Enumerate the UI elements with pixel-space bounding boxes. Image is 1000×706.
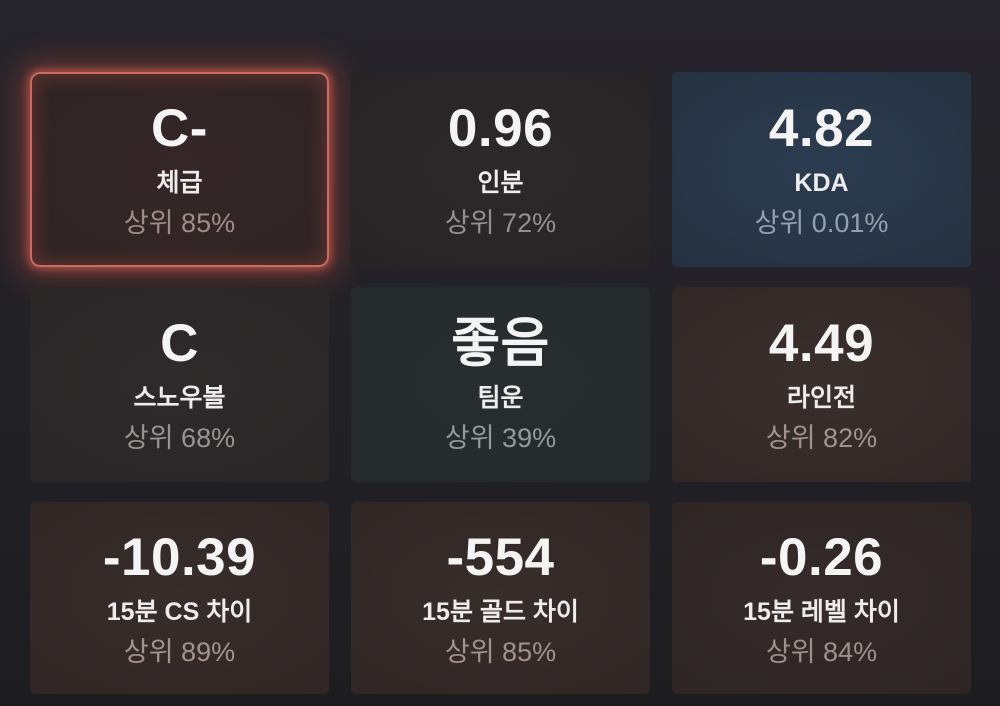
stat-value: C- (151, 99, 208, 158)
stat-percentile: 상위 89% (123, 636, 236, 667)
stat-label: 팀운 (477, 384, 524, 412)
stat-value: -554 (446, 527, 555, 587)
stat-label: 스노우볼 (133, 384, 226, 412)
stat-percentile: 상위 85% (444, 636, 557, 667)
stat-card-level-diff-15min[interactable]: -0.26 15분 레벨 차이 상위 84% (672, 502, 971, 694)
stat-value: -0.26 (759, 527, 884, 587)
stat-label: 15분 CS 차이 (106, 597, 253, 626)
stat-card-laning[interactable]: 4.49 라인전 상위 82% (672, 287, 971, 482)
stat-label: 인분 (477, 169, 524, 197)
stat-value: C (160, 314, 199, 373)
stat-value: 좋음 (451, 314, 550, 373)
stat-card-carry-share[interactable]: 0.96 인분 상위 72% (351, 72, 650, 267)
stat-value: 0.96 (447, 99, 554, 158)
stat-label: KDA (794, 169, 849, 197)
stat-percentile: 상위 0.01% (754, 208, 889, 238)
stat-label: 라인전 (786, 384, 856, 412)
stat-percentile: 상위 39% (444, 423, 557, 453)
stat-percentile: 상위 72% (444, 208, 557, 238)
stat-label: 체급 (156, 169, 203, 197)
stat-label: 15분 레벨 차이 (743, 597, 900, 626)
stat-card-kda[interactable]: 4.82 KDA 상위 0.01% (672, 72, 971, 267)
stat-value: 4.49 (768, 314, 875, 373)
stat-card-gold-diff-15min[interactable]: -554 15분 골드 차이 상위 85% (351, 502, 650, 694)
stat-percentile: 상위 82% (765, 423, 878, 453)
stat-value: -10.39 (102, 527, 257, 587)
stat-card-snowball[interactable]: C 스노우볼 상위 68% (30, 287, 329, 482)
stat-label: 15분 골드 차이 (422, 597, 579, 626)
stat-percentile: 상위 84% (765, 636, 878, 667)
stat-percentile: 상위 85% (123, 208, 236, 238)
stat-card-cs-diff-15min[interactable]: -10.39 15분 CS 차이 상위 89% (30, 502, 329, 694)
stat-card-team-luck[interactable]: 좋음 팀운 상위 39% (351, 287, 650, 482)
stat-percentile: 상위 68% (123, 423, 236, 453)
stat-card-physique[interactable]: C- 체급 상위 85% (30, 72, 329, 267)
stats-grid: C- 체급 상위 85% 0.96 인분 상위 72% 4.82 KDA 상위 … (30, 72, 971, 694)
stat-value: 4.82 (768, 99, 875, 158)
